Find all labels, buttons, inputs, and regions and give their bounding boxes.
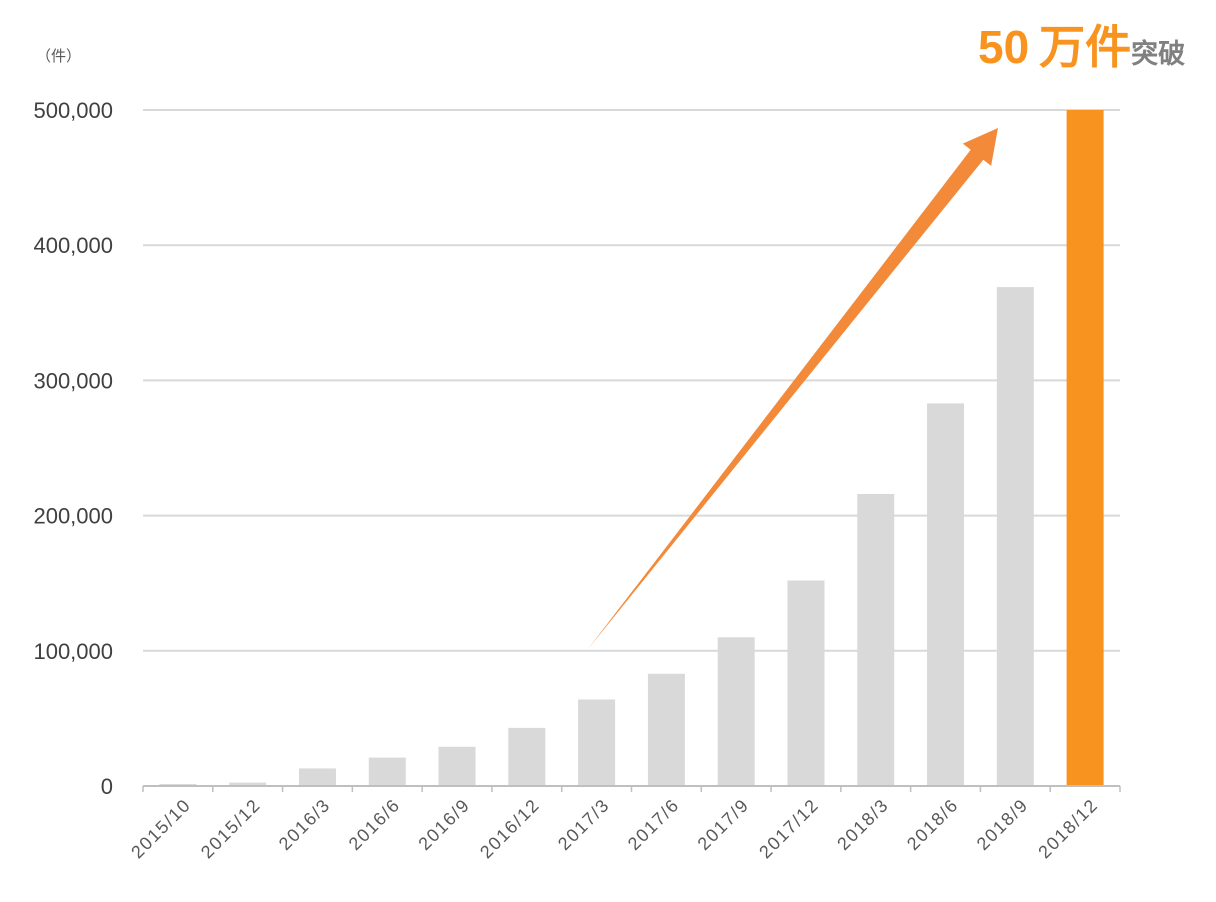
y-tick-label: 100,000: [33, 639, 113, 664]
y-tick-label: 400,000: [33, 233, 113, 258]
x-tick-label: 2018/9: [973, 795, 1032, 854]
trend-arrow: [588, 128, 998, 649]
bar-2015-12: [229, 782, 267, 786]
y-unit-label: （件）: [36, 48, 81, 65]
bar-2018-6: [927, 403, 965, 786]
x-tick-label: 2017/6: [624, 795, 683, 854]
bar-2016-3: [298, 768, 336, 786]
headline-number: 50: [978, 21, 1029, 73]
bar-2017-12: [787, 580, 825, 786]
x-tick-label: 2016/6: [345, 795, 404, 854]
x-tick-label: 2018/6: [903, 795, 962, 854]
y-tick-label: 500,000: [33, 98, 113, 123]
gridlines: [143, 109, 1120, 652]
bar-2018-3: [857, 493, 895, 786]
x-tick-label: 2018/12: [1034, 795, 1102, 863]
x-tick-label: 2017/12: [755, 795, 823, 863]
y-tick-label: 300,000: [33, 368, 113, 393]
y-axis-labels: 0 100,000 200,000 300,000 400,000 500,000: [33, 98, 113, 799]
x-tick-label: 2015/12: [197, 795, 265, 863]
x-tick-label: 2016/9: [414, 795, 473, 854]
x-axis: [142, 785, 1121, 792]
bar-2017-6: [647, 673, 685, 786]
bar-2018-12: [1066, 110, 1104, 786]
bar-2017-9: [717, 637, 755, 786]
headline-suffix: 突破: [1131, 38, 1185, 69]
bar-2016-9: [438, 746, 476, 786]
bar-2017-3: [578, 699, 616, 786]
bar-2016-12: [508, 727, 546, 786]
headline-unit: 万件: [1039, 21, 1131, 73]
x-tick-label: 2017/9: [694, 795, 753, 854]
y-tick-label: 200,000: [33, 504, 113, 529]
bar-2015-10: [159, 783, 197, 786]
x-tick-label: 2018/3: [833, 795, 892, 854]
bars: [159, 110, 1104, 786]
headline-annotation: 50 万件突破: [978, 21, 1185, 73]
x-axis-labels: 2015/10 2015/12 2016/3 2016/6 2016/9 2016/12 2…: [127, 795, 1102, 863]
bar-2016-6: [368, 757, 406, 786]
x-tick-label: 2016/3: [275, 795, 334, 854]
x-tick-label: 2017/3: [554, 795, 613, 854]
y-tick-label: 0: [101, 774, 113, 799]
x-tick-label: 2015/10: [127, 795, 195, 863]
x-tick-label: 2016/12: [476, 795, 544, 863]
bar-2018-9: [996, 287, 1034, 786]
